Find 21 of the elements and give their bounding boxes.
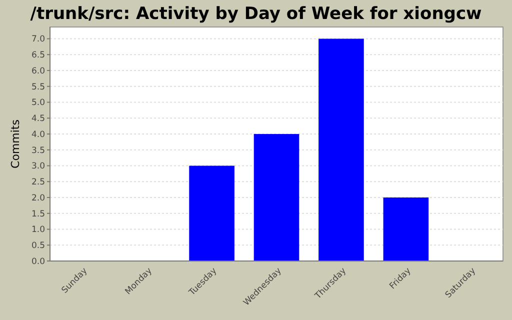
- bar: [189, 166, 234, 261]
- y-tick-label: 5.0: [31, 98, 45, 108]
- y-tick-label: 6.5: [31, 50, 45, 61]
- y-tick-label: 1.0: [31, 225, 45, 236]
- y-tick-label: 0.5: [31, 241, 45, 252]
- bar: [254, 134, 300, 261]
- y-tick-label: 3.0: [31, 162, 45, 172]
- y-tick-label: 2.0: [31, 193, 45, 204]
- y-tick-label: 2.5: [31, 178, 45, 188]
- y-tick-label: 0.0: [31, 256, 45, 267]
- y-tick-label: 1.5: [31, 209, 45, 220]
- bar: [383, 198, 429, 261]
- y-tick-label: 7.0: [31, 34, 45, 45]
- chart-title: /trunk/src: Activity by Day of Week for xiongcw: [30, 4, 482, 24]
- y-tick-label: 4.0: [31, 130, 45, 140]
- y-axis-title: Commits: [9, 119, 22, 168]
- y-tick-label: 4.5: [31, 114, 45, 124]
- y-tick-label: 6.0: [31, 66, 45, 76]
- y-tick-label: 3.5: [31, 146, 45, 156]
- bar: [318, 38, 364, 261]
- y-tick-label: 5.5: [31, 82, 45, 92]
